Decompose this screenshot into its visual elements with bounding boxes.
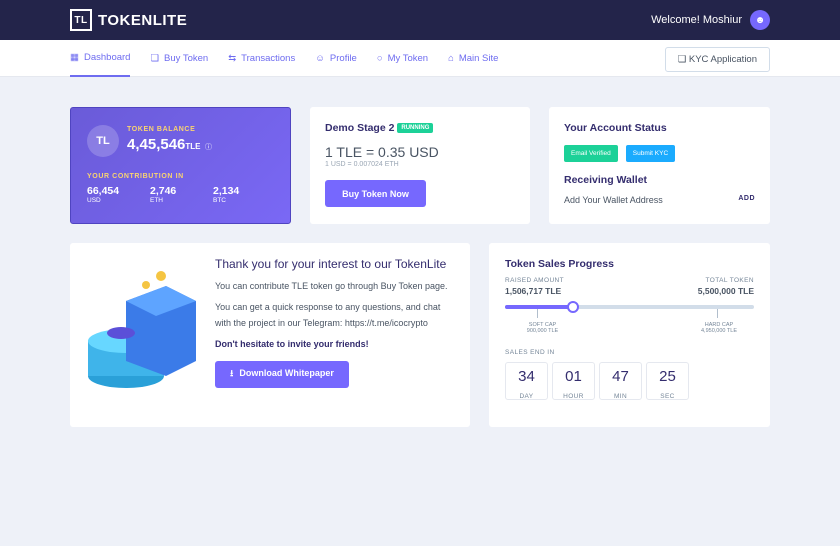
profile-icon: ☺ (315, 52, 325, 64)
home-icon: ⌂ (448, 52, 454, 64)
transfer-icon: ⇆ (228, 52, 237, 64)
token-icon: ○ (376, 52, 383, 64)
hard-cap: HARD CAP 4,950,000 TLE (701, 322, 737, 334)
nav-label: Buy Token (164, 52, 209, 64)
nav-label: Transactions (241, 52, 296, 64)
sales-title: Token Sales Progress (505, 258, 614, 270)
account-status-title: Your Account Status (564, 122, 667, 134)
nav-profile[interactable]: ☺ Profile (315, 40, 357, 77)
nav-label: My Token (387, 52, 429, 64)
button-label: Download Whitepaper (239, 368, 334, 379)
email-verified-badge: Email Verified (564, 145, 618, 162)
value: 2,746 (150, 185, 177, 197)
token-price: 1 TLE = 0.35 USD (325, 144, 439, 160)
nav-buy-token[interactable]: ❏ Buy Token (150, 40, 208, 77)
top-bar: TL TOKENLITE Welcome! Moshiur ☻ (0, 0, 840, 40)
soft-cap: SOFT CAP 900,000 TLE (526, 322, 559, 334)
info-paragraph: You can get a quick response to any ques… (215, 302, 441, 328)
kyc-label: KYC Application (688, 54, 757, 65)
logo[interactable]: TL TOKENLITE (70, 9, 187, 31)
info-title: Thank you for your interest to our Token… (215, 257, 447, 271)
balance-label: TOKEN BALANCE (127, 126, 196, 133)
invite-text: Don't hesitate to invite your friends! (215, 339, 369, 349)
eth-rate: 1 USD = 0.007024 ETH (325, 161, 399, 168)
sales-progress-card: Token Sales Progress RAISED AMOUNT 1,506,… (489, 243, 770, 427)
unit: ETH (150, 197, 163, 204)
contribution-usd: 66,454 USD (87, 185, 150, 204)
stage-card: Demo Stage 2 RUNNING 1 TLE = 0.35 USD 1 … (310, 107, 530, 224)
nav-main-site[interactable]: ⌂ Main Site (448, 40, 498, 77)
contribution-label: YOUR CONTRIBUTION IN (87, 173, 184, 180)
balance-unit: TLE (185, 142, 201, 151)
total-amount: 5,500,000 TLE (697, 286, 754, 296)
user-avatar-icon[interactable]: ☻ (750, 10, 770, 30)
info-paragraph: You can contribute TLE token go through … (215, 280, 448, 291)
contribution-btc: 2,134 BTC (213, 185, 239, 204)
crypto-illustration (88, 271, 196, 388)
document-icon: ❏ (677, 54, 687, 65)
stage-title: Demo Stage 2 RUNNING (325, 122, 515, 134)
submit-kyc-button[interactable]: Submit KYC (625, 145, 676, 162)
welcome-text: Welcome! Moshiur (651, 14, 742, 26)
progress-knob (567, 301, 580, 313)
unit: BTC (213, 197, 226, 204)
contribution-eth: 2,746 ETH (150, 185, 213, 204)
countdown-sec: 25 SEC (646, 362, 689, 400)
download-whitepaper-button[interactable]: ⭳ Download Whitepaper (215, 360, 349, 388)
nav-dashboard[interactable]: ▦ Dashboard (70, 40, 131, 77)
unit: USD (87, 197, 101, 204)
wallet-title: Receiving Wallet (564, 174, 648, 186)
countdown-hour: 01 HOUR (552, 362, 595, 400)
add-wallet-link[interactable]: ADD (738, 195, 755, 202)
brand-name: TOKENLITE (98, 11, 188, 29)
raised-amount: 1,506,717 TLE (505, 286, 562, 296)
running-badge: RUNNING (397, 123, 434, 134)
countdown: 34 DAY 01 HOUR 47 MIN 25 SEC (505, 362, 754, 403)
progress-bar (505, 301, 754, 318)
balance-amount: 4,45,546 (127, 136, 186, 153)
dashboard-icon: ▦ (70, 51, 79, 63)
account-status-card: Your Account Status Email Verified Submi… (549, 107, 770, 224)
buy-token-now-button[interactable]: Buy Token Now (325, 180, 426, 207)
nav-my-token[interactable]: ○ My Token (377, 40, 428, 77)
countdown-day: 34 DAY (505, 362, 548, 400)
main-nav: ▦ Dashboard ❏ Buy Token ⇆ Transactions ☺ Pro… (0, 40, 840, 77)
raised-label: RAISED AMOUNT (505, 277, 565, 284)
wallet-text: Add Your Wallet Address (564, 195, 663, 205)
download-icon: ⭳ (230, 368, 234, 379)
coins-icon: ❏ (150, 52, 159, 64)
logo-icon: TL (70, 9, 92, 31)
value: 2,134 (213, 185, 240, 197)
info-card: Thank you for your interest to our Token… (70, 243, 470, 427)
nav-transactions[interactable]: ⇆ Transactions (228, 40, 295, 77)
value: 66,454 (87, 185, 120, 197)
sales-end-label: SALES END IN (505, 349, 555, 356)
token-balance-card: TL TOKEN BALANCE 4,45,546TLE ⓘ YOUR CONT… (70, 107, 291, 224)
user-menu[interactable]: Welcome! Moshiur ☻ (651, 10, 770, 30)
total-label: TOTAL TOKEN (705, 277, 754, 284)
nav-label: Dashboard (83, 51, 131, 63)
progress-fill (505, 305, 574, 309)
nav-label: Profile (329, 52, 357, 64)
kyc-application-button[interactable]: ❏ KYC Application (664, 47, 770, 72)
info-icon[interactable]: ⓘ (204, 144, 212, 151)
countdown-min: 47 MIN (599, 362, 642, 400)
nav-label: Main Site (458, 52, 499, 64)
token-logo-icon: TL (87, 125, 119, 157)
